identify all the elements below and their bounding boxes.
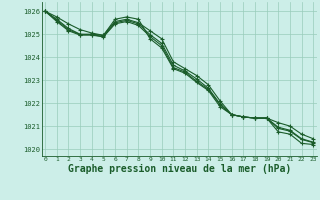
X-axis label: Graphe pression niveau de la mer (hPa): Graphe pression niveau de la mer (hPa)	[68, 164, 291, 174]
